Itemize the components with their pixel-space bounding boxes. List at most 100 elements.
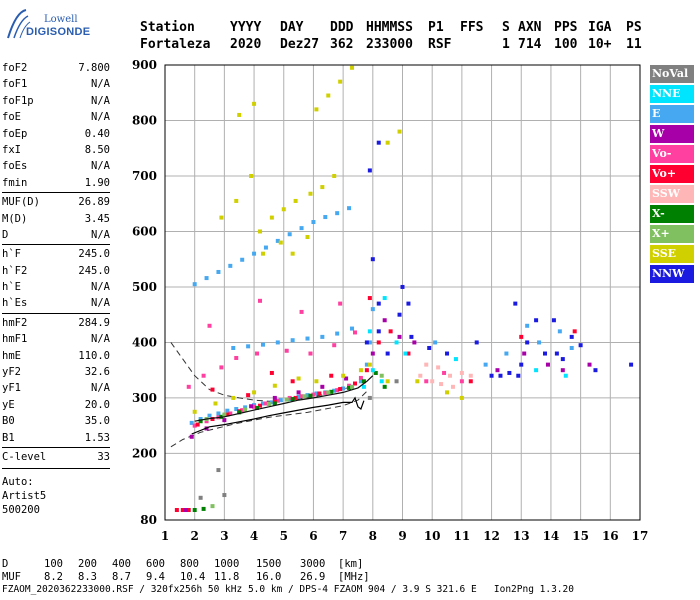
data-point bbox=[409, 334, 414, 339]
data-point bbox=[210, 504, 215, 509]
param-value: N/A bbox=[91, 297, 110, 310]
param-key: foF1 bbox=[2, 78, 28, 91]
data-point bbox=[376, 329, 381, 334]
y-tick-label: 600 bbox=[132, 224, 157, 238]
muf-cell-3: 8.7 bbox=[112, 571, 131, 583]
param-separator bbox=[2, 312, 110, 314]
data-point bbox=[216, 411, 221, 416]
data-point bbox=[249, 404, 254, 409]
data-point bbox=[305, 336, 310, 341]
data-point bbox=[519, 334, 524, 339]
data-point bbox=[450, 384, 455, 389]
x-tick-label: 10 bbox=[424, 529, 441, 543]
data-point bbox=[284, 348, 289, 353]
data-point bbox=[287, 232, 292, 237]
data-point bbox=[572, 329, 577, 334]
param-key: B1 bbox=[2, 431, 15, 444]
data-point bbox=[269, 400, 274, 405]
data-point bbox=[189, 434, 194, 439]
data-point bbox=[385, 351, 390, 356]
data-point bbox=[272, 383, 277, 388]
x-tick-label: 9 bbox=[398, 529, 406, 543]
data-point bbox=[320, 185, 325, 190]
legend-item: SSE bbox=[650, 245, 694, 263]
plot-frame bbox=[164, 64, 641, 521]
dashed-curve-2 bbox=[170, 390, 368, 448]
data-point bbox=[335, 331, 340, 336]
param-separator bbox=[2, 446, 110, 448]
data-point bbox=[551, 318, 556, 323]
y-tick-label: 80 bbox=[140, 513, 157, 527]
data-point bbox=[338, 79, 343, 84]
data-point bbox=[338, 387, 343, 392]
legend: NoVal NNE E W Vo- Vo+ SSW X- X+ SSE NNW bbox=[650, 65, 694, 285]
param-row: yE 20.0 bbox=[2, 397, 110, 413]
data-point bbox=[189, 420, 194, 425]
data-point bbox=[397, 334, 402, 339]
data-point bbox=[563, 373, 568, 378]
data-point bbox=[237, 112, 242, 117]
legend-item: W bbox=[650, 125, 694, 143]
data-point bbox=[557, 329, 562, 334]
data-point bbox=[260, 401, 265, 406]
data-point bbox=[569, 345, 574, 350]
distance-cell-9: [km] bbox=[338, 558, 364, 570]
param-value: 8.50 bbox=[84, 143, 110, 156]
data-point bbox=[373, 370, 378, 375]
data-point bbox=[522, 351, 527, 356]
data-point bbox=[213, 401, 218, 406]
data-point bbox=[308, 191, 313, 196]
param-key: fxI bbox=[2, 143, 21, 156]
x-tick-label: 14 bbox=[543, 529, 560, 543]
data-point bbox=[255, 351, 260, 356]
auto-line: Artist5 bbox=[2, 490, 47, 503]
data-point bbox=[192, 508, 197, 513]
data-point bbox=[329, 373, 334, 378]
data-point bbox=[385, 379, 390, 384]
data-point bbox=[272, 401, 277, 406]
data-point bbox=[367, 340, 372, 345]
data-point bbox=[358, 379, 363, 384]
muf-cell-6: 11.8 bbox=[214, 571, 240, 583]
param-row: D N/A bbox=[2, 227, 110, 243]
header-label-5: P1 bbox=[428, 20, 444, 35]
data-point bbox=[234, 355, 239, 360]
legend-item: X+ bbox=[650, 225, 694, 243]
y-tick-label: 700 bbox=[132, 169, 157, 183]
param-value: 284.9 bbox=[78, 316, 110, 329]
data-point bbox=[516, 373, 521, 378]
data-point bbox=[394, 379, 399, 384]
param-key: h`F bbox=[2, 248, 21, 261]
data-point bbox=[338, 301, 343, 306]
param-row: hmF2 284.9 bbox=[2, 315, 110, 331]
data-point bbox=[243, 405, 248, 410]
data-point bbox=[326, 390, 331, 395]
data-point bbox=[243, 407, 248, 412]
data-point bbox=[263, 245, 268, 250]
data-point bbox=[587, 362, 592, 367]
param-value: 0.40 bbox=[84, 127, 110, 140]
data-point bbox=[210, 387, 215, 392]
y-tick-label: 500 bbox=[132, 280, 157, 294]
legend-item: Vo+ bbox=[650, 165, 694, 183]
data-point bbox=[537, 340, 542, 345]
data-point bbox=[314, 391, 319, 396]
param-value: 26.89 bbox=[78, 196, 110, 209]
param-separator bbox=[2, 244, 110, 246]
param-value: 35.0 bbox=[84, 415, 110, 428]
param-key: MUF(D) bbox=[2, 196, 40, 209]
param-row: C-level 33 bbox=[2, 449, 110, 465]
x-tick-label: 2 bbox=[191, 529, 199, 543]
param-row: fmin 1.90 bbox=[2, 175, 110, 191]
data-point bbox=[299, 226, 304, 231]
data-point bbox=[246, 393, 251, 398]
data-point bbox=[269, 215, 274, 220]
param-key: yF1 bbox=[2, 382, 21, 395]
data-point bbox=[385, 140, 390, 145]
data-point bbox=[240, 257, 245, 262]
param-key: hmF2 bbox=[2, 316, 28, 329]
data-point bbox=[560, 368, 565, 373]
param-key: foEp bbox=[2, 127, 28, 140]
data-point bbox=[367, 296, 372, 301]
distance-cell-0: D bbox=[2, 558, 9, 570]
